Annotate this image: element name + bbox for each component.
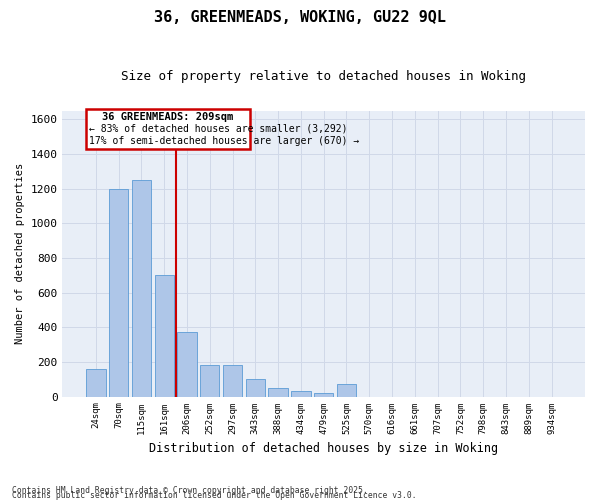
Bar — [291, 392, 311, 396]
Text: Contains public sector information licensed under the Open Government Licence v3: Contains public sector information licen… — [12, 491, 416, 500]
Bar — [245, 379, 265, 396]
Text: ← 83% of detached houses are smaller (3,292): ← 83% of detached houses are smaller (3,… — [89, 124, 347, 134]
Text: 36, GREENMEADS, WOKING, GU22 9QL: 36, GREENMEADS, WOKING, GU22 9QL — [154, 10, 446, 25]
Bar — [155, 275, 174, 396]
Bar — [223, 366, 242, 396]
Bar — [132, 180, 151, 396]
Bar — [314, 393, 334, 396]
Bar — [86, 369, 106, 396]
Bar — [268, 388, 288, 396]
Y-axis label: Number of detached properties: Number of detached properties — [15, 163, 25, 344]
FancyBboxPatch shape — [86, 109, 250, 148]
Bar — [178, 332, 197, 396]
Text: 17% of semi-detached houses are larger (670) →: 17% of semi-detached houses are larger (… — [89, 136, 359, 145]
X-axis label: Distribution of detached houses by size in Woking: Distribution of detached houses by size … — [149, 442, 498, 455]
Bar — [200, 366, 220, 396]
Bar — [337, 384, 356, 396]
Text: Contains HM Land Registry data © Crown copyright and database right 2025.: Contains HM Land Registry data © Crown c… — [12, 486, 368, 495]
Title: Size of property relative to detached houses in Woking: Size of property relative to detached ho… — [121, 70, 526, 83]
Bar — [109, 190, 128, 396]
Text: 36 GREENMEADS: 209sqm: 36 GREENMEADS: 209sqm — [102, 112, 233, 122]
